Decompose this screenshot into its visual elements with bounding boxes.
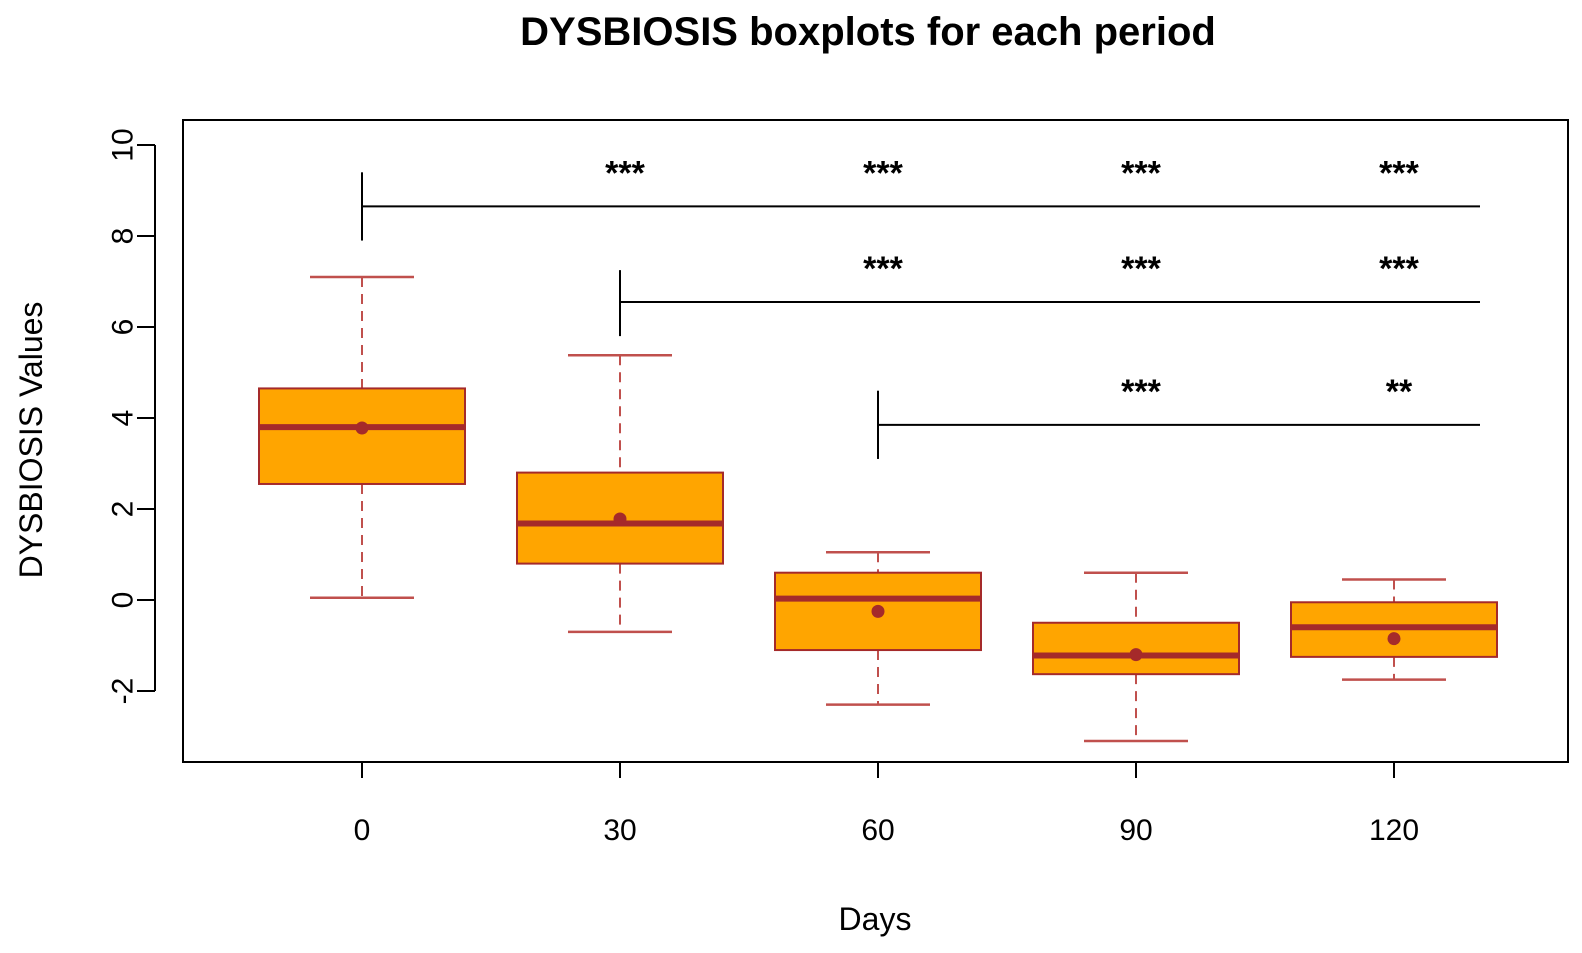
y-tick-label: -2 [107, 678, 140, 705]
significance-label: *** [1379, 154, 1419, 192]
x-tick-label: 90 [1119, 814, 1152, 847]
significance-label: *** [1121, 250, 1161, 288]
y-tick-label: 6 [107, 319, 140, 336]
box-60 [774, 550, 982, 706]
mean-point [613, 512, 627, 526]
significance-label: *** [1121, 373, 1161, 411]
significance-bracket-30: *** *** *** [619, 250, 1480, 337]
significance-label: *** [863, 250, 903, 288]
y-tick-label: 2 [107, 501, 140, 518]
y-tick-label: 4 [107, 410, 140, 427]
mean-point [871, 604, 885, 618]
y-axis: -2 0 2 4 6 8 10 [107, 128, 156, 704]
box-iqr [258, 387, 466, 485]
significance-label: *** [863, 154, 903, 192]
chart-title: DYSBIOSIS boxplots for each period [520, 10, 1216, 54]
x-axis: 0 30 60 90 120 [354, 761, 1419, 847]
box-0 [258, 275, 466, 599]
boxes-group [258, 275, 1498, 743]
mean-point [355, 421, 369, 435]
y-tick-label: 0 [107, 592, 140, 609]
significance-label: *** [605, 154, 645, 192]
y-axis-label: DYSBIOSIS Values [13, 302, 49, 579]
box-30 [516, 353, 724, 634]
x-axis-label: Days [839, 901, 912, 937]
box-120 [1290, 578, 1498, 681]
box-90 [1032, 571, 1240, 743]
x-tick-label: 60 [861, 814, 894, 847]
x-tick-label: 30 [603, 814, 636, 847]
mean-point [1387, 632, 1401, 646]
significance-bracket-0: *** *** *** *** [361, 154, 1480, 241]
y-tick-label: 10 [107, 128, 140, 161]
x-tick-label: 120 [1369, 814, 1419, 847]
significance-label: *** [1379, 250, 1419, 288]
significance-bracket-60: *** ** [877, 373, 1480, 459]
x-tick-label: 0 [354, 814, 371, 847]
significance-label: *** [1121, 154, 1161, 192]
mean-point [1129, 648, 1143, 662]
significance-group: *** *** *** ****** *** ****** ** [361, 154, 1480, 459]
y-tick-label: 8 [107, 228, 140, 245]
significance-label: ** [1386, 373, 1413, 411]
